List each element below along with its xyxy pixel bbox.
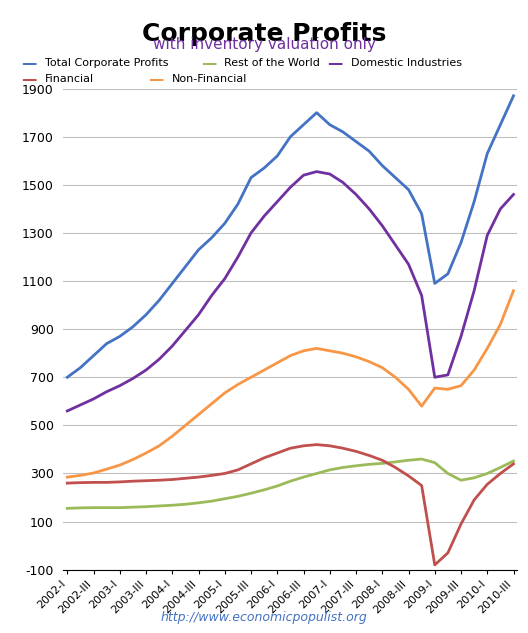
Text: http://www.economicpopulist.org: http://www.economicpopulist.org — [161, 610, 367, 624]
Text: Domestic Industries: Domestic Industries — [351, 58, 462, 68]
Text: Corporate Profits: Corporate Profits — [142, 22, 386, 46]
Text: Financial: Financial — [45, 74, 94, 84]
Text: —: — — [21, 72, 36, 87]
Text: Non-Financial: Non-Financial — [172, 74, 247, 84]
Text: —: — — [201, 56, 216, 71]
Text: Rest of the World: Rest of the World — [224, 58, 320, 68]
Text: with inventory valuation only: with inventory valuation only — [153, 37, 375, 52]
Text: —: — — [148, 72, 163, 87]
Text: —: — — [21, 56, 36, 71]
Text: Total Corporate Profits: Total Corporate Profits — [45, 58, 168, 68]
Text: —: — — [327, 56, 343, 71]
